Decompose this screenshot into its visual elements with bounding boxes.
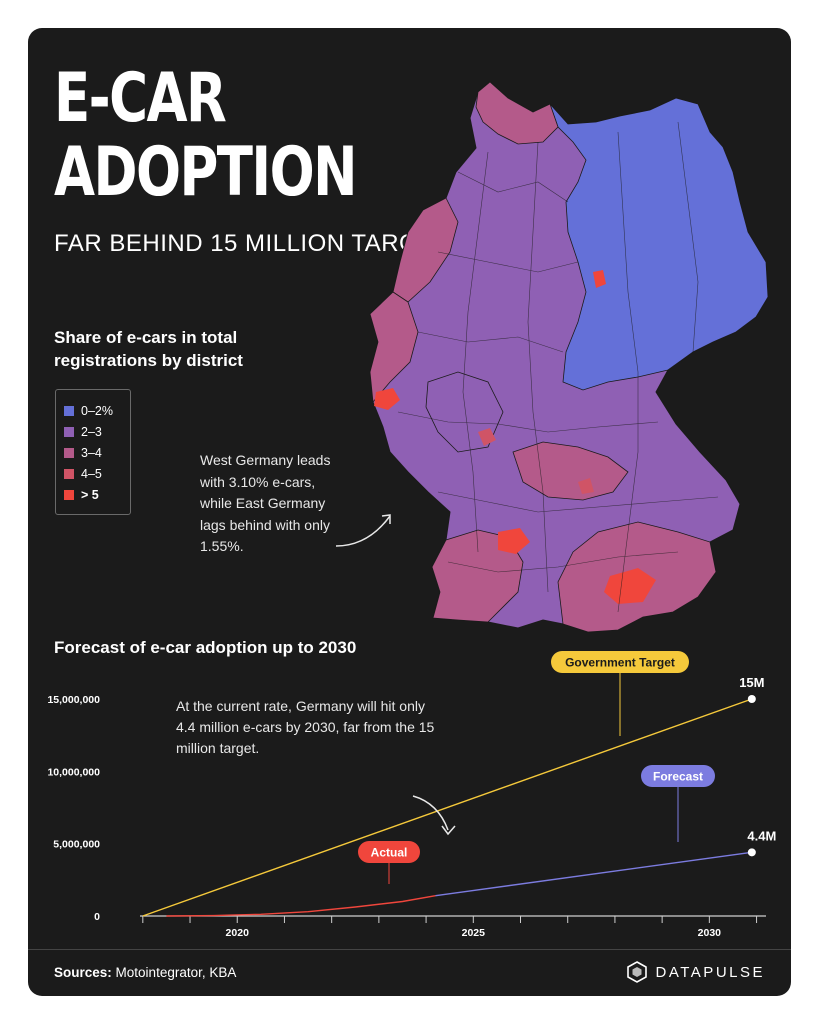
legend-label: 0–2% [81, 403, 113, 418]
target-pill [551, 651, 689, 673]
sources-text: Motointegrator, KBA [115, 965, 237, 980]
map-title: Share of e-cars in total registrations b… [54, 328, 243, 370]
forecast-pill [641, 765, 715, 787]
chart-arrowhead-icon [441, 825, 456, 836]
forecast-end-label: 4.4M [747, 828, 776, 843]
legend-label: > 5 [81, 487, 99, 502]
sources: Sources: Motointegrator, KBA [54, 965, 236, 980]
legend-item-4-5: 4–5 [64, 463, 122, 484]
series-layer [142, 695, 756, 917]
legend-swatch [64, 405, 74, 416]
brand-name: DATAPULSE [655, 963, 765, 981]
footer-divider [28, 949, 791, 950]
legend-label: 4–5 [81, 466, 102, 481]
y-tick-label: 10,000,000 [47, 766, 100, 778]
map-hotspot-nuremberg [578, 478, 594, 494]
map-region-west [369, 291, 419, 403]
datapulse-logo-icon [626, 961, 647, 983]
legend-label: 2–3 [81, 424, 102, 439]
series-line-forecast [435, 851, 752, 897]
y-axis: 0 5,000,000 10,000,000 15,000,000 [47, 694, 100, 923]
series-line-actual [166, 895, 436, 917]
subtitle: FAR BEHIND 15 MILLION TARGET [54, 230, 450, 257]
map-region-north [475, 81, 559, 145]
forecast-label: Forecast [653, 770, 703, 784]
map-hotspot-frankfurt [478, 428, 496, 446]
chart-arrow-icon [412, 795, 449, 831]
chart-title: Forecast of e-car adoption up to 2030 [54, 638, 357, 657]
series-line-government-target [142, 698, 753, 917]
label-layer: Government Target Forecast Actual 15M 4.4M [358, 651, 776, 884]
germany-map-svg [369, 81, 769, 633]
target-end-label: 15M [739, 675, 764, 690]
actual-pill [358, 841, 420, 863]
actual-label: Actual [371, 846, 408, 860]
title-line-1: E-CAR [54, 59, 227, 138]
main-title: E-CAR ADOPTION [54, 59, 358, 212]
target-label: Government Target [565, 656, 675, 670]
legend-label: 3–4 [81, 445, 102, 460]
legend-swatch [64, 426, 74, 437]
map-region-east [549, 97, 769, 391]
map-region-northwest [392, 197, 459, 303]
germany-district-map [338, 52, 790, 642]
legend-swatch [64, 489, 74, 500]
legend-item-2-3: 2–3 [64, 421, 122, 442]
map-annotation: West Germany leads with 3.10% e-cars, wh… [200, 452, 331, 554]
legend-item-3-4: 3–4 [64, 442, 122, 463]
title-line-2: ADOPTION [54, 133, 358, 212]
map-hotspot-munich [604, 568, 656, 604]
y-tick-label: 5,000,000 [53, 839, 100, 851]
target-endpoint [747, 695, 756, 703]
legend-swatch [64, 447, 74, 458]
x-tick-label: 2025 [462, 927, 486, 939]
legend-item-over-5: > 5 [64, 484, 122, 505]
legend-item-0-2: 0–2% [64, 400, 122, 421]
map-hotspot-wolfsburg [593, 270, 606, 288]
brand-logo: DATAPULSE [626, 961, 765, 983]
map-district-borders [397, 121, 719, 613]
x-axis: 2020 2025 2030 [140, 915, 766, 939]
map-region-center [512, 441, 629, 501]
chart-annotation: At the current rate, Germany will hit on… [176, 698, 435, 756]
forecast-endpoint [747, 848, 756, 857]
x-tick-label: 2030 [698, 927, 722, 939]
map-legend: 0–2% 2–3 3–4 4–5 > 5 [55, 389, 131, 515]
y-tick-label: 15,000,000 [47, 694, 100, 706]
infographic-card: E-CAR ADOPTION FAR BEHIND 15 MILLION TAR… [28, 28, 791, 996]
map-hotspot-stuttgart [498, 528, 530, 554]
forecast-chart: 0 5,000,000 10,000,000 15,000,000 2020 2025 2… [28, 648, 791, 948]
sources-label: Sources: [54, 965, 112, 980]
map-hotspot-west [374, 388, 400, 410]
y-tick-label: 0 [94, 911, 100, 923]
x-tick-label: 2020 [226, 927, 250, 939]
map-arrow-icon [335, 514, 391, 547]
legend-swatch [64, 468, 74, 479]
